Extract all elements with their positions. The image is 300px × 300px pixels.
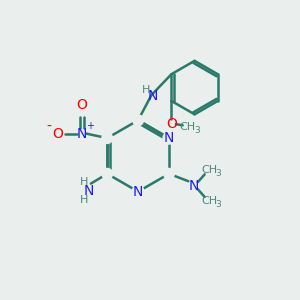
Text: 3: 3: [216, 169, 221, 178]
Text: H: H: [142, 85, 150, 95]
Text: N: N: [77, 127, 87, 141]
Text: O: O: [166, 117, 177, 131]
Text: N: N: [133, 184, 143, 199]
Text: -: -: [47, 120, 52, 134]
Text: N: N: [189, 179, 200, 193]
Circle shape: [132, 186, 144, 198]
Circle shape: [102, 133, 112, 143]
Circle shape: [164, 168, 174, 179]
Text: 3: 3: [195, 126, 200, 135]
Text: N: N: [148, 88, 158, 103]
Text: CH: CH: [202, 196, 218, 206]
Text: H: H: [80, 177, 88, 187]
Text: CH: CH: [202, 165, 218, 175]
Text: O: O: [53, 127, 64, 141]
Circle shape: [133, 115, 143, 126]
Text: CH: CH: [180, 122, 196, 132]
Text: N: N: [164, 131, 174, 145]
Circle shape: [163, 132, 175, 144]
Circle shape: [102, 168, 112, 179]
Text: O: O: [76, 98, 87, 112]
Text: +: +: [86, 121, 94, 131]
Text: H: H: [80, 195, 88, 205]
Text: 3: 3: [216, 200, 221, 208]
Text: N: N: [83, 184, 94, 198]
